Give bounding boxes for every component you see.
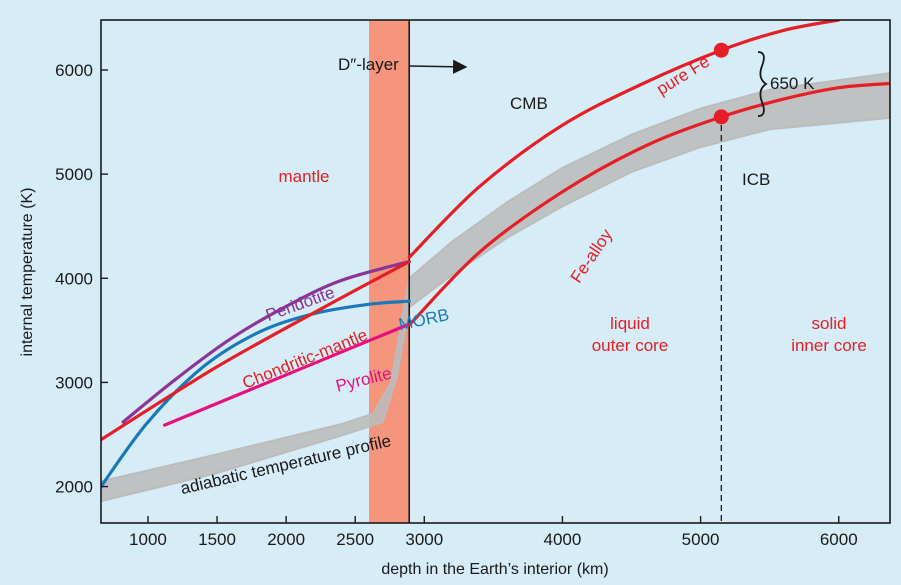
series-line-peridotite (121, 260, 411, 424)
x-tick-label: 6000 (820, 530, 858, 549)
liquid-outer-core-label-1: liquid (610, 314, 650, 333)
x-tick-label: 1000 (129, 530, 167, 549)
series-line-pyrolite (163, 322, 411, 427)
x-tick-label: 4000 (544, 530, 582, 549)
gap-brace-icon (757, 51, 768, 117)
marker-layer (713, 42, 729, 125)
solid-inner-core-label-1: solid (812, 314, 847, 333)
icb-marker-1 (713, 42, 729, 58)
x-tick-label: 3000 (405, 530, 443, 549)
y-tick-label: 5000 (55, 165, 93, 184)
gap-label: 650 K (770, 74, 815, 93)
x-tick-label: 5000 (682, 530, 720, 549)
series-layer (101, 20, 890, 489)
cmb-label: CMB (510, 94, 548, 113)
solid-inner-core-label-2: inner core (791, 336, 867, 355)
plot-frame (100, 19, 891, 524)
adiabat-band (101, 72, 890, 503)
x-axis-ticks: 1000 1500 2000 2500 3000 4000 5000 6000 (129, 516, 858, 549)
y-tick-label: 2000 (55, 478, 93, 497)
liquid-outer-core-label-2: outer core (592, 336, 669, 355)
y-tick-label: 6000 (55, 61, 93, 80)
y-axis-title: internal temperature (K) (19, 188, 36, 357)
series-line-chondritic (101, 260, 411, 442)
y-tick-label: 4000 (55, 269, 93, 288)
x-axis-title: depth in the Earth’s interior (km) (381, 561, 608, 578)
d-layer-label: D″-layer (338, 55, 399, 74)
x-tick-label: 2500 (336, 530, 374, 549)
y-tick-label: 3000 (55, 373, 93, 392)
icb-label: ICB (742, 170, 770, 189)
mantle-label: mantle (278, 167, 329, 186)
y-axis-ticks: 2000 3000 4000 5000 6000 (55, 61, 108, 497)
series-line-fe_alloy (407, 81, 890, 327)
d-layer-arrow (409, 59, 468, 74)
icb-marker-2 (713, 109, 729, 125)
series-line-morb (101, 299, 411, 489)
x-tick-label: 2000 (267, 530, 305, 549)
series-line-pure_fe (407, 20, 841, 259)
x-tick-label: 1500 (198, 530, 236, 549)
